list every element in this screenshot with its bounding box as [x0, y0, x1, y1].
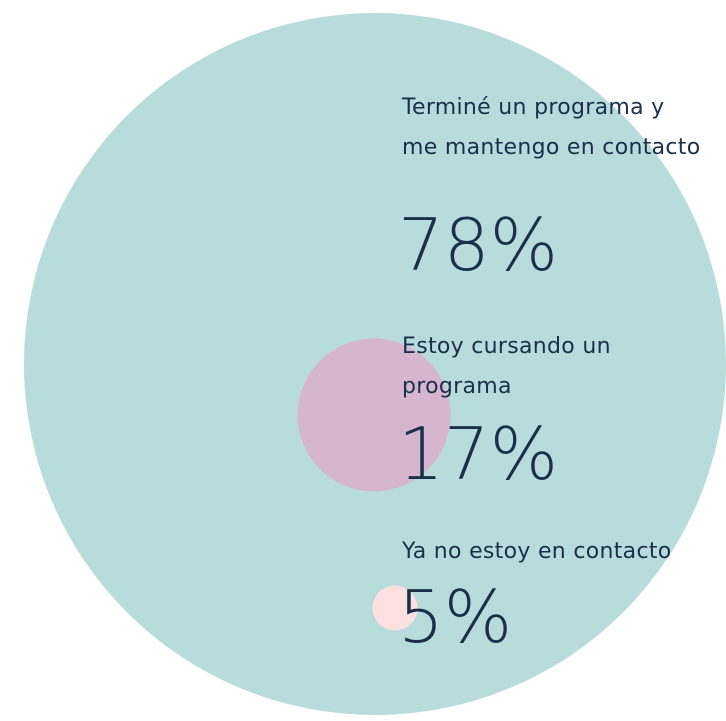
- category-label: Estoy cursando un programa: [402, 334, 611, 399]
- bubble: [297, 338, 451, 492]
- value-label: 78%: [398, 203, 559, 287]
- value-label: 5%: [398, 575, 513, 659]
- value-label: 17%: [398, 412, 559, 496]
- category-label: Terminé un programa y me mantengo en con…: [402, 95, 701, 160]
- category-label: Ya no estoy en contacto: [402, 539, 672, 564]
- bubble: [372, 585, 418, 631]
